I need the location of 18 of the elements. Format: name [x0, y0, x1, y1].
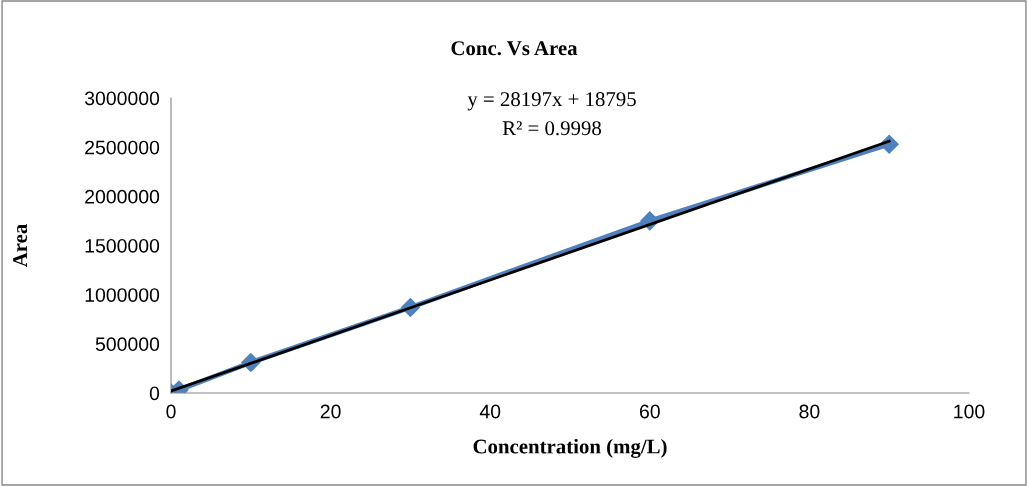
y-tick-label: 1500000 [85, 238, 160, 253]
y-tick-label: 3000000 [84, 91, 160, 106]
y-tick-label: 2500000 [85, 140, 160, 155]
y-tick-label: 2000000 [85, 189, 160, 204]
x-tick-label: 60 [639, 404, 660, 419]
x-tick-label: 100 [954, 404, 985, 419]
x-tick-label: 80 [799, 404, 820, 419]
y-axis-title: Area [13, 224, 28, 268]
x-tick-label: 40 [479, 404, 501, 419]
y-tick-label: 500000 [95, 337, 160, 352]
x-tick-label: 20 [320, 404, 341, 419]
y-tick-label: 0 [149, 386, 160, 401]
x-axis-title: Concentration (mg/L) [473, 438, 667, 458]
y-tick-label: 1000000 [85, 288, 160, 302]
x-tick-label: 0 [166, 404, 176, 419]
annotation: y = 28197x + 18795 [467, 92, 636, 111]
chart-title: Conc. Vs Area [451, 41, 578, 56]
annotation: R² = 0.9998 [502, 121, 602, 136]
